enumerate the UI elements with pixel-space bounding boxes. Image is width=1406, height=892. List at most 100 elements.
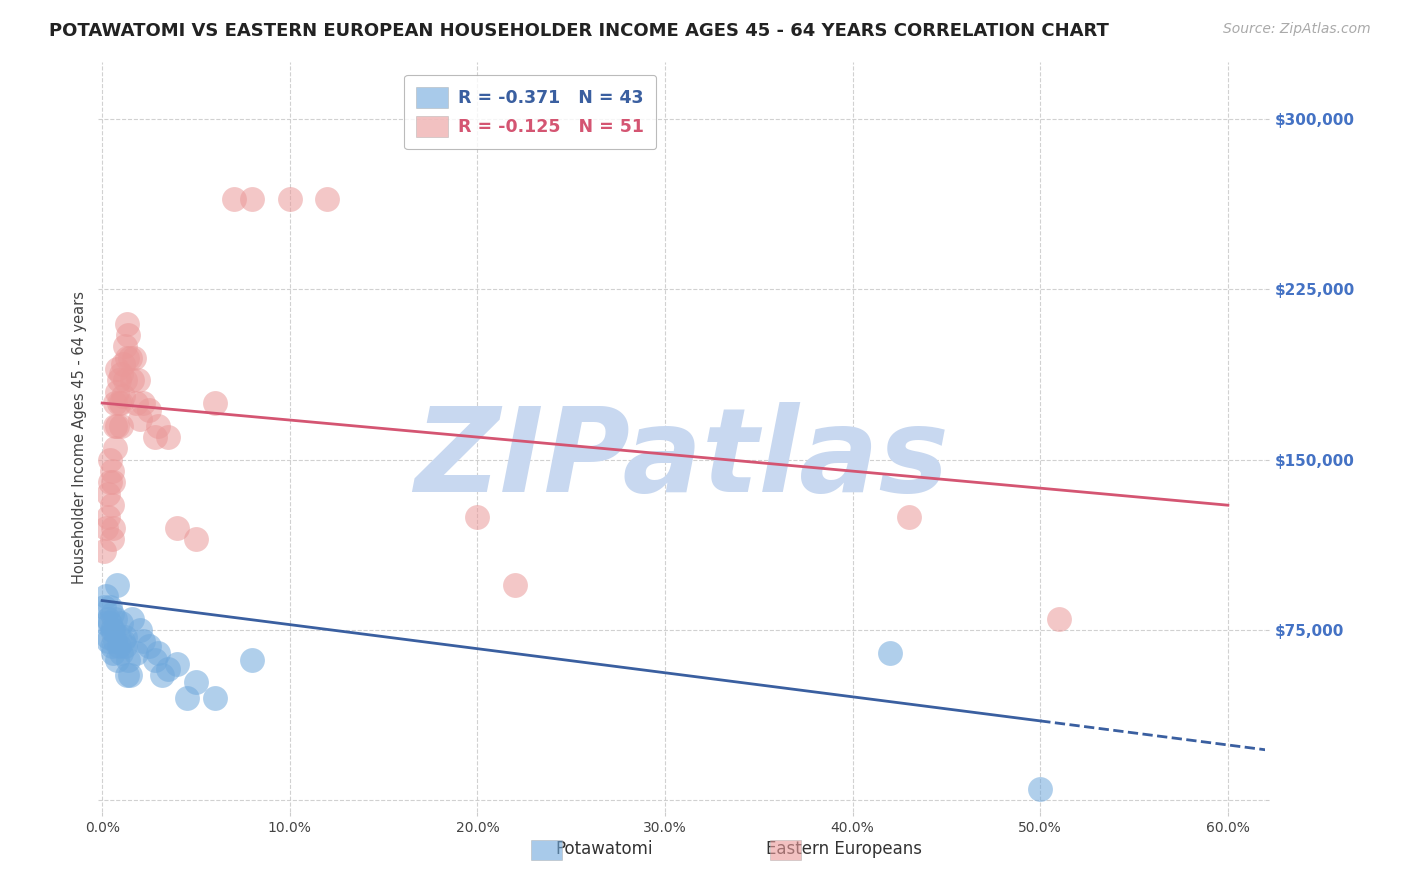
Text: Potawatomi: Potawatomi xyxy=(555,840,654,858)
Point xyxy=(100,607,122,622)
Point xyxy=(117,652,139,666)
Text: Source: ZipAtlas.com: Source: ZipAtlas.com xyxy=(1223,22,1371,37)
Point xyxy=(184,675,207,690)
Point xyxy=(97,509,120,524)
Point xyxy=(156,662,179,676)
Y-axis label: Householder Income Ages 45 - 64 years: Householder Income Ages 45 - 64 years xyxy=(72,291,87,583)
Point xyxy=(100,623,122,637)
Point xyxy=(103,623,125,637)
Point xyxy=(278,192,301,206)
Point xyxy=(111,634,134,648)
Point xyxy=(98,600,121,615)
Point xyxy=(100,464,122,478)
Point xyxy=(128,623,150,637)
Point xyxy=(100,639,122,653)
Point xyxy=(108,396,131,410)
Point xyxy=(176,691,198,706)
Point xyxy=(108,630,131,644)
Point xyxy=(148,418,170,433)
Point xyxy=(240,192,263,206)
Point xyxy=(98,616,121,631)
Point xyxy=(120,351,142,365)
Point xyxy=(125,646,148,660)
Point xyxy=(93,543,115,558)
Text: POTAWATOMI VS EASTERN EUROPEAN HOUSEHOLDER INCOME AGES 45 - 64 YEARS CORRELATION: POTAWATOMI VS EASTERN EUROPEAN HOUSEHOLD… xyxy=(49,22,1109,40)
Legend: R = -0.371   N = 43, R = -0.125   N = 51: R = -0.371 N = 43, R = -0.125 N = 51 xyxy=(404,75,657,149)
Point xyxy=(467,509,489,524)
Point xyxy=(1047,612,1070,626)
Point xyxy=(110,367,132,381)
Point xyxy=(166,521,188,535)
Point xyxy=(132,396,155,410)
Point xyxy=(110,646,132,660)
Point xyxy=(94,589,117,603)
Point xyxy=(120,668,142,682)
Point xyxy=(104,612,127,626)
Point xyxy=(105,418,128,433)
Point xyxy=(503,577,526,591)
Point xyxy=(97,487,120,501)
Point xyxy=(125,396,148,410)
Point xyxy=(128,412,150,426)
Point xyxy=(94,616,117,631)
Point xyxy=(150,668,173,682)
Point xyxy=(105,577,128,591)
Point xyxy=(105,384,128,399)
Point xyxy=(115,668,138,682)
Point xyxy=(879,646,901,660)
Point xyxy=(100,533,122,547)
Point xyxy=(114,373,136,387)
Point xyxy=(110,418,132,433)
Point xyxy=(105,362,128,376)
Point xyxy=(114,339,136,353)
Point xyxy=(316,192,339,206)
Point xyxy=(117,327,139,342)
Point xyxy=(143,430,166,444)
Point xyxy=(156,430,179,444)
Point xyxy=(204,691,226,706)
Point xyxy=(143,652,166,666)
Text: ZIPatlas: ZIPatlas xyxy=(415,402,949,517)
Point xyxy=(115,317,138,331)
Point xyxy=(97,630,120,644)
Point xyxy=(97,612,120,626)
Point xyxy=(110,396,132,410)
Point xyxy=(132,634,155,648)
Point xyxy=(100,498,122,512)
Point xyxy=(114,630,136,644)
Point xyxy=(138,639,160,653)
Point xyxy=(166,657,188,672)
Point xyxy=(1029,782,1052,797)
Point xyxy=(103,475,125,490)
Point xyxy=(121,612,143,626)
Point xyxy=(127,373,149,387)
Point xyxy=(97,634,120,648)
Point xyxy=(98,452,121,467)
Point xyxy=(104,442,127,456)
Point xyxy=(108,373,131,387)
Point xyxy=(104,634,127,648)
Point xyxy=(204,396,226,410)
Point xyxy=(138,402,160,417)
Point xyxy=(108,639,131,653)
Point xyxy=(222,192,245,206)
Point xyxy=(103,646,125,660)
Point xyxy=(93,600,115,615)
Point xyxy=(122,351,145,365)
Text: Eastern Europeans: Eastern Europeans xyxy=(766,840,921,858)
Point xyxy=(121,373,143,387)
Point xyxy=(184,533,207,547)
Point xyxy=(110,616,132,631)
Point xyxy=(148,646,170,660)
Point xyxy=(94,521,117,535)
Point xyxy=(104,418,127,433)
Point xyxy=(98,475,121,490)
Point xyxy=(103,521,125,535)
Point xyxy=(114,639,136,653)
Point xyxy=(897,509,920,524)
Point xyxy=(105,652,128,666)
Point xyxy=(115,351,138,365)
Point xyxy=(104,396,127,410)
Point xyxy=(111,389,134,403)
Point xyxy=(240,652,263,666)
